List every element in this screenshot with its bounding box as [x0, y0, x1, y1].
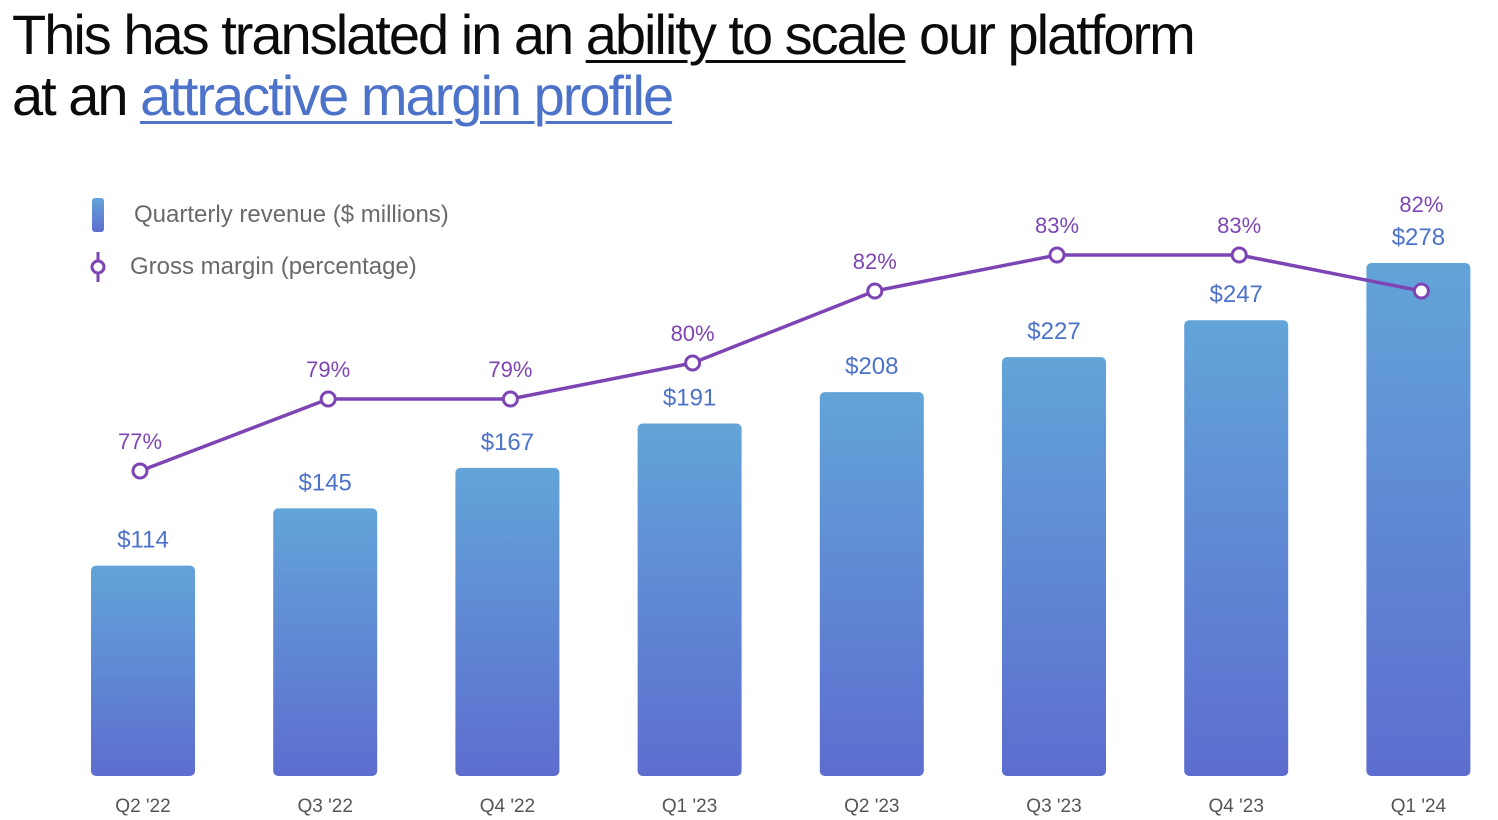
revenue-value-label: $191 [663, 385, 716, 412]
margin-value-label: 83% [1035, 213, 1079, 238]
revenue-value-label: $227 [1027, 318, 1080, 345]
x-tick-label: Q2 '22 [115, 796, 170, 817]
revenue-bar [637, 423, 742, 776]
margin-point [866, 282, 884, 300]
margin-line [131, 246, 1430, 480]
legend-label-revenue: Quarterly revenue ($ millions) [134, 201, 449, 228]
title-emphasis-accent: attractive margin profile [140, 64, 674, 127]
title-part-1: This has translated in an [12, 3, 586, 66]
margin-value-label: 79% [488, 357, 532, 382]
revenue-value-label: $278 [1392, 224, 1445, 251]
x-tick-label: Q3 '23 [1026, 796, 1081, 817]
margin-series-line [139, 253, 1422, 473]
margin-value-label: 82% [853, 249, 897, 274]
legend-label-margin: Gross margin (percentage) [130, 253, 417, 280]
revenue-bar [455, 467, 560, 776]
x-tick-label: Q2 '23 [844, 796, 899, 817]
revenue-bar [1002, 357, 1106, 776]
revenue-value-label: $247 [1210, 281, 1263, 308]
margin-point [1412, 282, 1430, 300]
margin-value-label: 80% [671, 321, 715, 346]
revenue-bar [819, 392, 924, 776]
revenue-bar [1184, 320, 1289, 776]
chart-labels: $114 Q2 '22 $145 Q3 '22 $167 Q4 '22 $191 Q1 '23… [115, 192, 1446, 817]
margin-point [684, 354, 702, 372]
chart-legend: Quarterly revenue ($ millions) Gross mar… [88, 196, 449, 300]
margin-point [1048, 246, 1066, 264]
revenue-bar [273, 508, 378, 776]
margin-value-label: 82% [1399, 192, 1443, 217]
x-tick-label: Q3 '22 [298, 796, 353, 817]
revenue-value-label: $114 [117, 527, 169, 554]
margin-value-label: 77% [118, 429, 162, 454]
revenue-value-label: $167 [481, 429, 534, 456]
page-title: This has translated in an ability to sca… [12, 4, 1212, 126]
x-tick-label: Q4 '23 [1209, 796, 1264, 817]
x-tick-label: Q1 '23 [662, 796, 717, 817]
x-tick-label: Q4 '22 [480, 796, 535, 817]
revenue-value-label: $208 [845, 353, 898, 380]
revenue-bar [1366, 263, 1471, 776]
title-emphasis-underlined: ability to scale [585, 3, 908, 66]
legend-item-revenue: Quarterly revenue ($ millions) [88, 196, 449, 234]
revenue-bars [91, 263, 1471, 776]
revenue-value-label: $145 [299, 469, 352, 496]
margin-point [319, 390, 337, 408]
margin-point [1230, 246, 1248, 264]
margin-point [131, 462, 149, 480]
margin-value-label: 83% [1217, 213, 1261, 238]
margin-point [501, 390, 519, 408]
title-part-3: our platform at an [12, 3, 1196, 127]
margin-value-label: 79% [306, 357, 350, 382]
legend-item-margin: Gross margin (percentage) [88, 248, 449, 286]
revenue-bar [91, 565, 195, 776]
line-marker-icon [90, 252, 106, 282]
bar-swatch-icon [92, 198, 104, 232]
x-tick-label: Q1 '24 [1391, 796, 1447, 817]
